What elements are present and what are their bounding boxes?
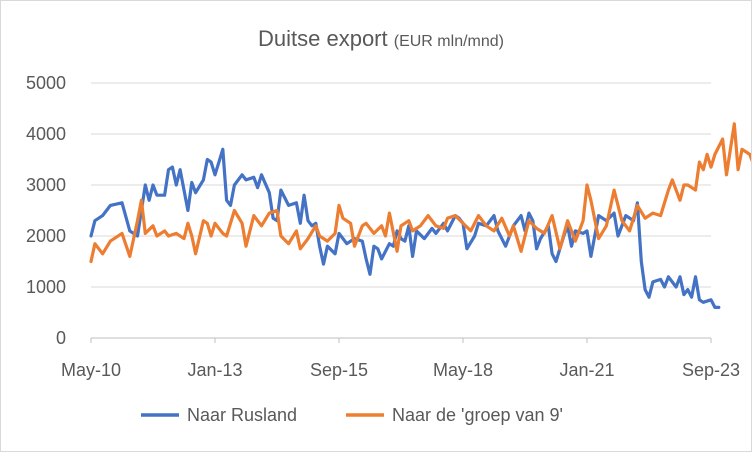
y-axis-ticks: 0 1000 2000 3000 4000 5000 xyxy=(26,73,66,348)
y-tick-label: 1000 xyxy=(26,277,66,297)
series-lines xyxy=(89,122,752,309)
x-tick-label: Sep-15 xyxy=(310,360,368,380)
legend: Naar Rusland Naar de 'groep van 9' xyxy=(141,405,563,425)
y-tick-label: 3000 xyxy=(26,175,66,195)
x-tick-label: Sep-23 xyxy=(682,360,740,380)
y-tick-label: 5000 xyxy=(26,73,66,93)
legend-label: Naar de 'groep van 9' xyxy=(392,405,563,425)
y-tick-label: 0 xyxy=(56,328,66,348)
y-tick-label: 4000 xyxy=(26,124,66,144)
x-tick-label: May-10 xyxy=(61,360,121,380)
chart-title: Duitse export (EUR mln/mnd) xyxy=(258,26,504,51)
legend-label: Naar Rusland xyxy=(187,405,297,425)
series-line xyxy=(89,122,752,264)
chart-title-unit: (EUR mln/mnd) xyxy=(394,33,504,50)
chart-title-text: Duitse export xyxy=(258,26,388,51)
x-tick-label: May-18 xyxy=(433,360,493,380)
x-axis-ticks: May-10 Jan-13 Sep-15 May-18 Jan-21 Sep-23 xyxy=(61,338,740,380)
x-tick-label: Jan-13 xyxy=(187,360,242,380)
x-tick-label: Jan-21 xyxy=(559,360,614,380)
y-tick-label: 2000 xyxy=(26,226,66,246)
